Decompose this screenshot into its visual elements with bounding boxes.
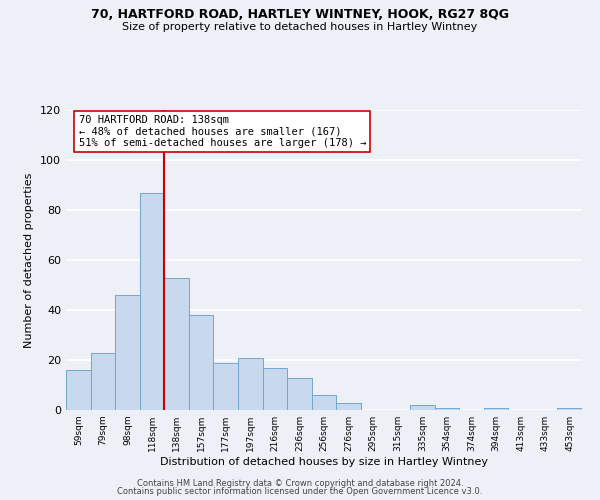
Bar <box>91 352 115 410</box>
Text: 70, HARTFORD ROAD, HARTLEY WINTNEY, HOOK, RG27 8QG: 70, HARTFORD ROAD, HARTLEY WINTNEY, HOOK… <box>91 8 509 20</box>
Bar <box>287 378 312 410</box>
Bar <box>164 278 189 410</box>
Bar <box>263 368 287 410</box>
Bar <box>214 362 238 410</box>
Bar <box>115 295 140 410</box>
Bar <box>484 408 508 410</box>
Bar <box>434 408 459 410</box>
Bar <box>336 402 361 410</box>
Bar <box>557 408 582 410</box>
Bar <box>312 395 336 410</box>
Bar <box>140 192 164 410</box>
Text: Size of property relative to detached houses in Hartley Wintney: Size of property relative to detached ho… <box>122 22 478 32</box>
Text: Contains public sector information licensed under the Open Government Licence v3: Contains public sector information licen… <box>118 487 482 496</box>
Text: 70 HARTFORD ROAD: 138sqm
← 48% of detached houses are smaller (167)
51% of semi-: 70 HARTFORD ROAD: 138sqm ← 48% of detach… <box>79 115 366 148</box>
X-axis label: Distribution of detached houses by size in Hartley Wintney: Distribution of detached houses by size … <box>160 457 488 467</box>
Bar <box>410 405 434 410</box>
Bar <box>66 370 91 410</box>
Text: Contains HM Land Registry data © Crown copyright and database right 2024.: Contains HM Land Registry data © Crown c… <box>137 478 463 488</box>
Y-axis label: Number of detached properties: Number of detached properties <box>25 172 34 348</box>
Bar <box>189 315 214 410</box>
Bar <box>238 358 263 410</box>
